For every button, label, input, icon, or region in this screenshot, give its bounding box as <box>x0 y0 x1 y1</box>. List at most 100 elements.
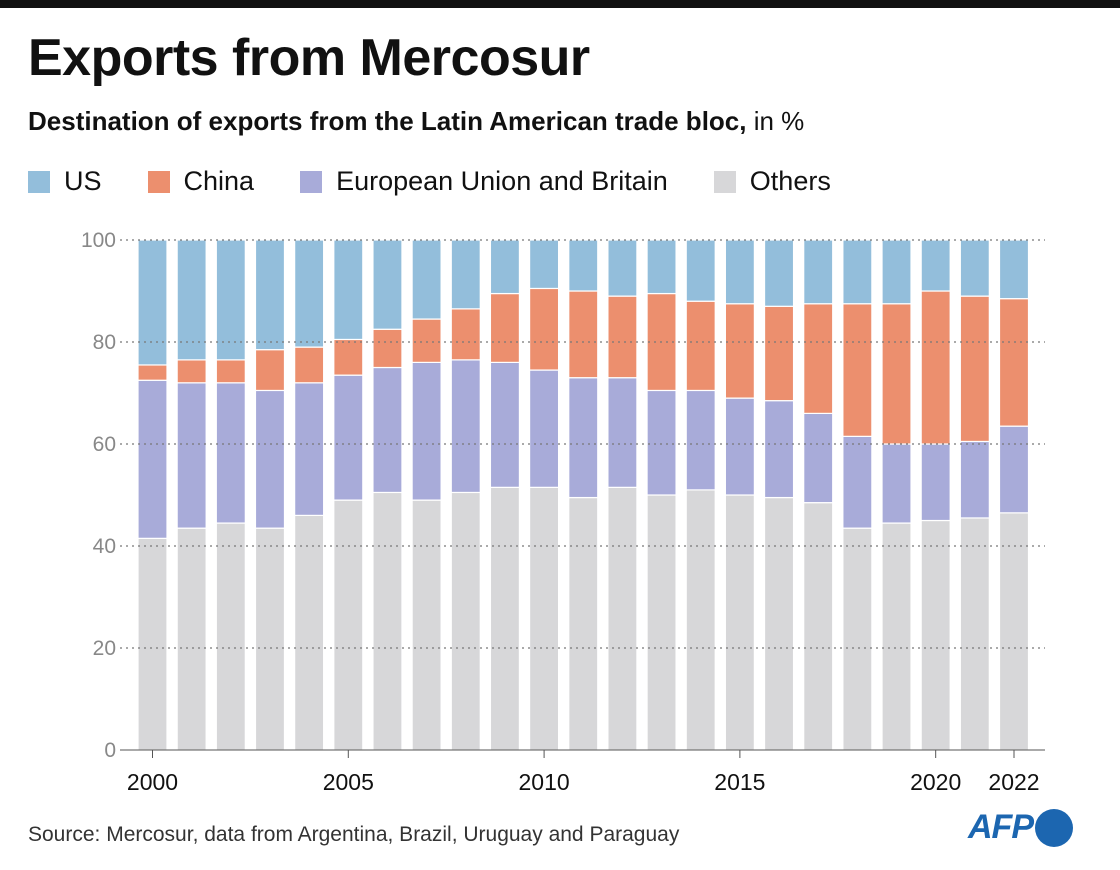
bar-segment-others <box>646 494 677 751</box>
bar-segment-us <box>803 239 834 305</box>
bar-segment-european-union-and-britain <box>998 425 1030 514</box>
bar-segment-european-union-and-britain <box>685 389 716 491</box>
bar-segment-others <box>137 537 168 751</box>
bar-segment-us <box>685 239 716 302</box>
legend-item: China <box>147 166 255 197</box>
bar-segment-european-union-and-britain <box>646 389 677 496</box>
x-tick-label: 2020 <box>910 769 961 795</box>
bar-segment-china <box>528 287 560 371</box>
bar-segment-others <box>489 486 521 751</box>
bar-segment-others <box>881 522 912 751</box>
bar-segment-others <box>568 496 599 751</box>
top-rule <box>0 0 1120 8</box>
bar-segment-european-union-and-britain <box>489 361 521 488</box>
y-tick-label: 80 <box>93 331 116 354</box>
logo-dot <box>1035 808 1073 847</box>
legend-swatch <box>713 170 736 193</box>
x-tick-label: 2005 <box>323 769 374 795</box>
bar-segment-us <box>528 239 560 290</box>
bar-segment-us <box>920 239 951 292</box>
bar-segment-china <box>568 290 599 379</box>
y-tick-label: 40 <box>93 535 116 558</box>
bar-segment-china <box>254 349 286 392</box>
x-tick-label: 2010 <box>519 769 570 795</box>
y-tick-label: 0 <box>104 739 116 762</box>
bar-segment-china <box>607 295 638 379</box>
legend-item: US <box>28 166 102 197</box>
subtitle-unit: in % <box>746 106 805 136</box>
legend-swatch <box>147 170 170 193</box>
bar-segment-others <box>176 527 207 751</box>
bar-segment-european-union-and-britain <box>842 435 873 529</box>
bar-segment-european-union-and-britain <box>920 443 951 522</box>
bar-segment-others <box>528 486 560 751</box>
bar-segment-others <box>685 489 716 751</box>
bar-segment-china <box>763 305 795 402</box>
bar-segment-european-union-and-britain <box>137 379 168 539</box>
bar-segment-china <box>176 359 207 384</box>
bar-segment-us <box>137 239 168 366</box>
bar-segment-us <box>254 239 286 351</box>
bar-segment-us <box>294 239 325 348</box>
bar-segment-european-union-and-britain <box>763 400 795 499</box>
bar-segment-us <box>450 239 481 310</box>
logo-text: AFP <box>968 808 1034 846</box>
legend-label: European Union and Britain <box>336 166 668 196</box>
afp-logo: AFP <box>968 808 1073 847</box>
bar-segment-european-union-and-britain <box>215 382 246 524</box>
bar-segment-china <box>333 338 364 376</box>
bar-segment-us <box>372 239 403 330</box>
bar-segment-others <box>959 517 990 751</box>
bar-segment-china <box>489 292 521 363</box>
bar-segment-european-union-and-britain <box>607 377 638 488</box>
x-tick-label: 2022 <box>988 769 1039 795</box>
bar-segment-others <box>920 519 951 751</box>
x-tick-label: 2000 <box>127 769 178 795</box>
bar-segment-china <box>137 364 168 381</box>
bar-segment-china <box>411 318 442 363</box>
bar-segment-china <box>920 290 951 445</box>
bar-segment-china <box>294 346 325 384</box>
bar-segment-china <box>215 359 246 384</box>
bar-segment-others <box>763 496 795 751</box>
legend-swatch <box>28 170 50 193</box>
bar-segment-us <box>842 239 873 305</box>
bar-segment-us <box>333 239 364 341</box>
bar-segment-others <box>215 522 246 751</box>
bar-segment-others <box>372 491 403 751</box>
legend: US China European Union and Britain Others <box>28 166 877 197</box>
bar-segment-european-union-and-britain <box>881 443 912 524</box>
bar-segment-china <box>685 300 716 392</box>
bar-segment-others <box>998 512 1030 751</box>
legend-label: China <box>183 166 255 196</box>
chart-title: Exports from Mercosur <box>28 29 590 87</box>
legend-item: Others <box>713 166 831 197</box>
bar-segment-european-union-and-britain <box>294 382 325 516</box>
chart-subtitle: Destination of exports from the Latin Am… <box>28 106 804 137</box>
bar-segment-european-union-and-britain <box>411 361 442 501</box>
y-tick-label: 60 <box>93 433 116 456</box>
bar-segment-china <box>881 303 912 445</box>
bar-segment-china <box>724 303 755 399</box>
bar-segment-china <box>372 328 403 369</box>
bar-segment-china <box>803 303 834 415</box>
bar-segment-others <box>411 499 442 751</box>
bar-segment-european-union-and-britain <box>568 377 599 499</box>
bar-segment-us <box>607 239 638 297</box>
legend-label: Others <box>749 166 831 196</box>
bar-segment-others <box>450 491 481 751</box>
bar-segment-european-union-and-britain <box>450 359 481 494</box>
bar-segment-european-union-and-britain <box>176 382 207 529</box>
bar-segment-us <box>959 239 990 297</box>
bar-segment-us <box>411 239 442 320</box>
bar-segment-european-union-and-britain <box>528 369 560 488</box>
y-tick-label: 20 <box>93 637 116 660</box>
bar-segment-others <box>254 527 286 751</box>
bar-segment-others <box>333 499 364 751</box>
bar-segment-us <box>489 239 521 295</box>
legend-swatch <box>300 170 323 193</box>
bar-segment-us <box>881 239 912 305</box>
x-tick-label: 2015 <box>714 769 765 795</box>
bar-segment-european-union-and-britain <box>959 440 990 519</box>
bar-segment-european-union-and-britain <box>372 366 403 494</box>
